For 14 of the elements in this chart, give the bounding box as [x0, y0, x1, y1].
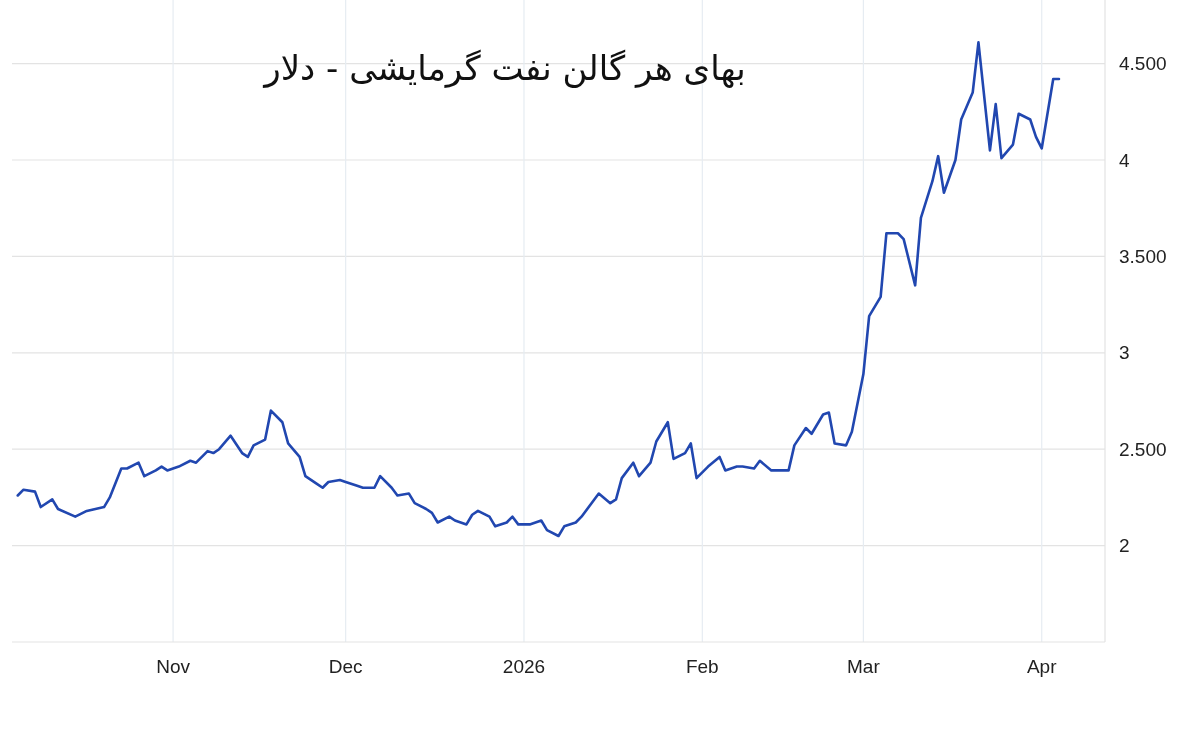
x-tick-label: Apr [1026, 656, 1058, 677]
x-tick-label: Dec [328, 656, 363, 677]
line-series [16, 41, 1061, 538]
y-tick-label: 2 [1119, 535, 1130, 557]
text: بهای هر گالن نفت گرمایشی - دلار [262, 48, 746, 89]
y-tick-label: 4 [1119, 149, 1130, 171]
x-tick-label: Nov [156, 656, 191, 677]
x-tick-label: Feb [685, 656, 719, 677]
y-tick-label: 3.500 [1119, 246, 1167, 268]
y-tick-label: 2.500 [1119, 438, 1167, 460]
y-tick-label: 4.500 [1119, 53, 1167, 75]
x-tick-label: Mar [847, 656, 881, 677]
x-tick-label: 2026 [502, 656, 546, 677]
y-tick-label: 3 [1119, 342, 1130, 364]
